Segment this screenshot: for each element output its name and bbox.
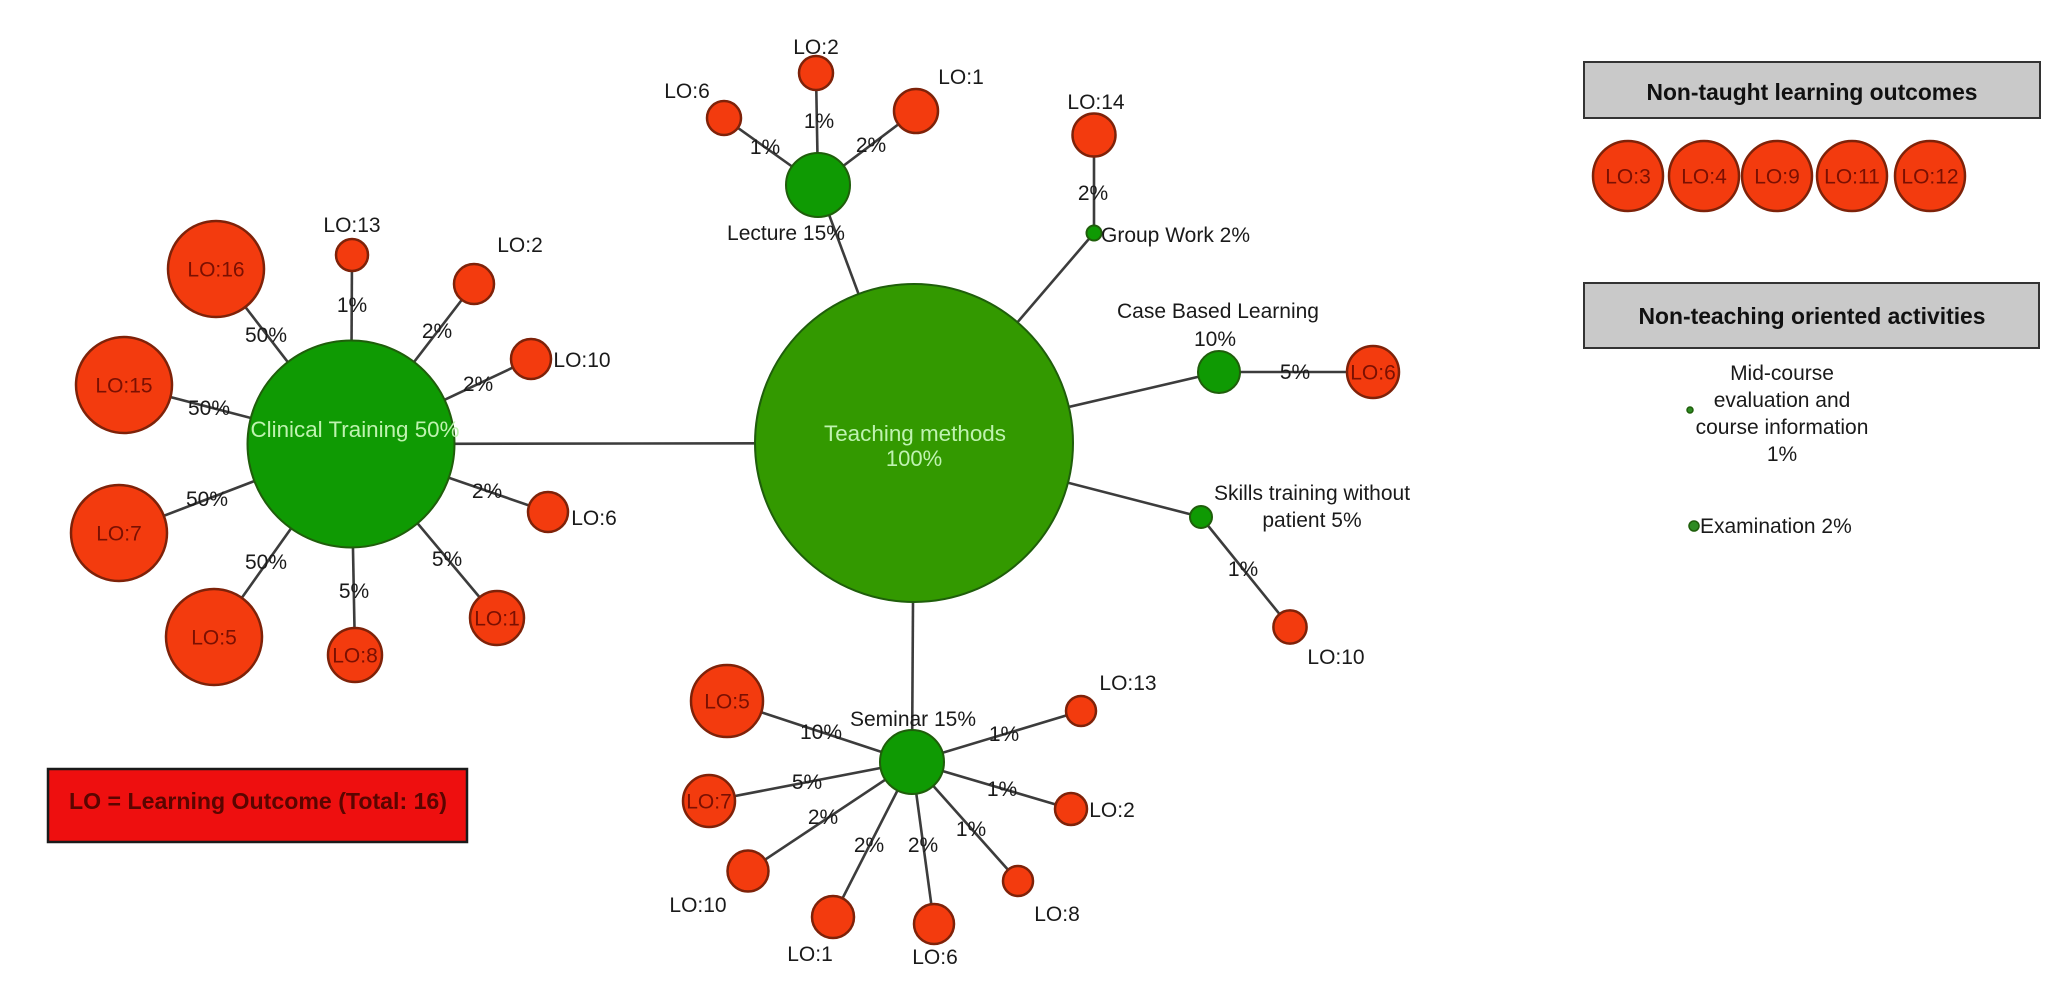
svg-text:5%: 5% (1280, 361, 1310, 384)
svg-text:Seminar 15%: Seminar 15% (850, 708, 976, 731)
svg-text:Teaching methods: Teaching methods (824, 421, 1006, 446)
svg-text:LO:10: LO:10 (553, 349, 610, 372)
svg-text:LO:2: LO:2 (1089, 799, 1135, 822)
svg-text:2%: 2% (1078, 182, 1108, 205)
svg-text:5%: 5% (792, 771, 822, 794)
svg-text:Group Work 2%: Group Work 2% (1101, 224, 1250, 247)
svg-text:1%: 1% (337, 294, 367, 317)
svg-text:course information: course information (1696, 416, 1869, 439)
svg-text:LO:6: LO:6 (912, 946, 958, 969)
svg-text:50%: 50% (245, 551, 287, 574)
svg-text:LO:10: LO:10 (1307, 646, 1364, 669)
svg-text:LO:5: LO:5 (191, 627, 237, 650)
svg-text:LO = Learning Outcome (Total:: LO = Learning Outcome (Total: 16) (69, 788, 447, 814)
svg-text:LO:2: LO:2 (793, 36, 839, 59)
svg-text:5%: 5% (339, 580, 369, 603)
svg-text:LO:15: LO:15 (95, 375, 152, 398)
svg-text:Clinical Training 50%: Clinical Training 50% (251, 417, 460, 442)
svg-text:1%: 1% (956, 818, 986, 841)
svg-text:100%: 100% (886, 446, 942, 471)
svg-text:Non-taught learning outcomes: Non-taught learning outcomes (1647, 79, 1978, 105)
svg-text:1%: 1% (1767, 443, 1797, 466)
svg-text:50%: 50% (186, 488, 228, 511)
svg-text:LO:4: LO:4 (1681, 166, 1727, 189)
svg-text:LO:16: LO:16 (187, 259, 244, 282)
svg-text:LO:6: LO:6 (1350, 362, 1396, 385)
svg-text:LO:1: LO:1 (787, 943, 833, 966)
svg-text:10%: 10% (800, 721, 842, 744)
svg-text:Lecture 15%: Lecture 15% (727, 222, 845, 245)
svg-text:LO:6: LO:6 (664, 80, 710, 103)
svg-text:1%: 1% (989, 723, 1019, 746)
svg-text:2%: 2% (856, 134, 886, 157)
svg-text:LO:13: LO:13 (323, 214, 380, 237)
svg-text:evaluation and: evaluation and (1714, 389, 1851, 412)
svg-text:5%: 5% (432, 548, 462, 571)
svg-text:LO:1: LO:1 (474, 608, 520, 631)
svg-text:LO:1: LO:1 (938, 66, 984, 89)
svg-text:LO:14: LO:14 (1067, 91, 1125, 114)
svg-text:LO:2: LO:2 (497, 234, 543, 257)
svg-text:LO:7: LO:7 (686, 791, 732, 814)
svg-text:Skills training without: Skills training without (1214, 482, 1410, 505)
svg-text:LO:9: LO:9 (1754, 166, 1800, 189)
svg-text:10%: 10% (1194, 328, 1236, 351)
svg-text:2%: 2% (808, 806, 838, 829)
svg-text:Examination 2%: Examination 2% (1700, 515, 1852, 538)
svg-text:LO:3: LO:3 (1605, 166, 1651, 189)
svg-text:Mid-course: Mid-course (1730, 362, 1834, 385)
svg-text:2%: 2% (908, 834, 938, 857)
svg-text:LO:8: LO:8 (332, 645, 378, 668)
svg-text:LO:13: LO:13 (1099, 672, 1156, 695)
svg-text:2%: 2% (422, 320, 452, 343)
svg-text:2%: 2% (854, 834, 884, 857)
svg-text:LO:10: LO:10 (669, 894, 726, 917)
svg-text:LO:6: LO:6 (571, 507, 617, 530)
svg-text:LO:5: LO:5 (704, 691, 750, 714)
svg-text:LO:12: LO:12 (1901, 166, 1958, 189)
svg-text:patient 5%: patient 5% (1262, 509, 1361, 532)
svg-text:Non-teaching oriented activiti: Non-teaching oriented activities (1639, 303, 1986, 329)
svg-text:50%: 50% (188, 397, 230, 420)
svg-text:Case Based Learning: Case Based Learning (1117, 300, 1319, 323)
svg-text:LO:11: LO:11 (1824, 166, 1880, 189)
svg-text:LO:8: LO:8 (1034, 903, 1080, 926)
svg-text:50%: 50% (245, 324, 287, 347)
svg-text:2%: 2% (463, 373, 493, 396)
svg-text:1%: 1% (987, 778, 1017, 801)
svg-text:LO:7: LO:7 (96, 523, 142, 546)
svg-text:1%: 1% (1228, 558, 1258, 581)
svg-text:1%: 1% (804, 110, 834, 133)
svg-text:1%: 1% (750, 136, 780, 159)
svg-text:2%: 2% (472, 480, 502, 503)
